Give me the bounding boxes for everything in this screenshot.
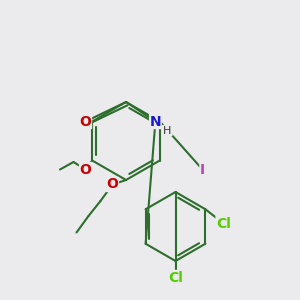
Text: H: H xyxy=(163,125,172,136)
Text: O: O xyxy=(80,115,92,128)
Text: O: O xyxy=(80,163,92,176)
Text: N: N xyxy=(150,115,161,128)
Text: Cl: Cl xyxy=(216,217,231,230)
Text: Cl: Cl xyxy=(168,271,183,284)
Text: H: H xyxy=(163,125,172,136)
Text: O: O xyxy=(106,178,119,191)
Text: I: I xyxy=(200,163,205,176)
